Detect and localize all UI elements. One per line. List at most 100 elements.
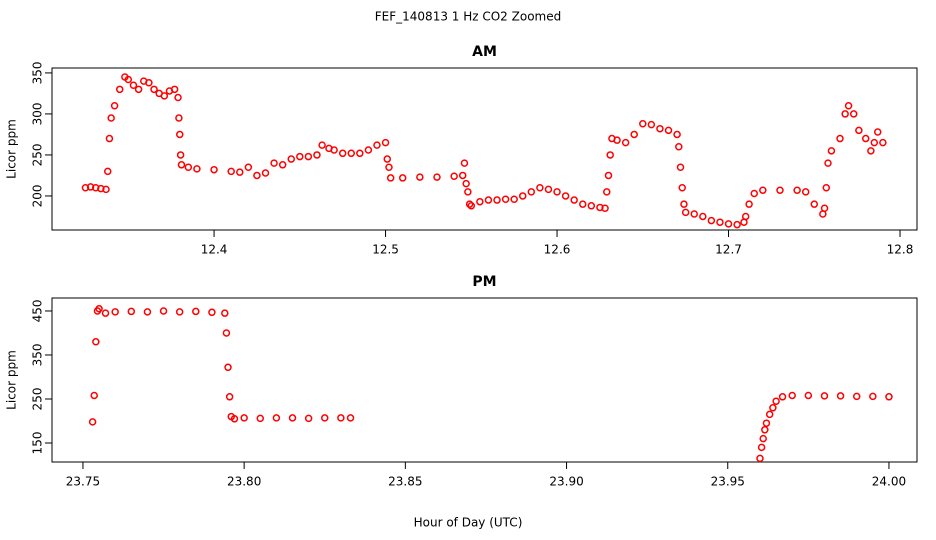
point (227, 167, 235, 176)
point (699, 212, 707, 221)
point (462, 179, 470, 188)
point (621, 138, 630, 147)
point (253, 171, 261, 180)
point (855, 126, 863, 135)
point (467, 202, 476, 210)
point (278, 161, 287, 169)
point (346, 414, 355, 422)
point (476, 197, 484, 206)
point (849, 110, 858, 118)
x-tick-label: 12.6 (544, 243, 571, 257)
point (244, 163, 253, 172)
point (458, 171, 467, 180)
point (160, 92, 169, 100)
x-tick-label: 23.90 (549, 475, 583, 489)
point (656, 124, 664, 133)
point (676, 163, 685, 172)
point (675, 142, 683, 151)
point (127, 307, 136, 316)
figure-title: FEF_140813 1 Hz CO2 Zoomed (375, 10, 561, 24)
point (587, 202, 596, 210)
point (386, 174, 395, 182)
point (145, 79, 153, 87)
y-axis-label: Licor ppm (5, 119, 19, 179)
y-tick-label: 350 (31, 344, 45, 367)
y-tick-label: 200 (31, 185, 45, 208)
point (95, 305, 103, 313)
y-axis-label: Licor ppm (5, 350, 19, 410)
point (318, 141, 326, 149)
y-tick-label: 350 (31, 61, 45, 84)
point (150, 85, 158, 94)
point (673, 130, 681, 139)
point (527, 188, 536, 196)
point (103, 167, 112, 176)
point (256, 414, 265, 423)
point (373, 141, 381, 149)
point (822, 184, 831, 192)
y-tick-label: 250 (31, 388, 45, 411)
point (678, 184, 686, 192)
point (304, 414, 313, 423)
point (224, 363, 232, 372)
x-tick-label: 23.80 (227, 475, 261, 489)
point (111, 308, 119, 316)
point (134, 85, 143, 94)
point (433, 173, 441, 181)
point (230, 415, 239, 423)
y-tick-label: 450 (31, 300, 45, 323)
point (733, 220, 741, 229)
point (304, 152, 313, 161)
point (270, 159, 278, 167)
point (750, 189, 759, 198)
point (873, 128, 882, 136)
x-tick-label: 23.85 (388, 475, 422, 489)
point (801, 188, 810, 196)
point (143, 308, 152, 316)
point (745, 200, 753, 208)
point (879, 138, 887, 147)
point (177, 161, 186, 169)
point (606, 151, 614, 159)
point (630, 130, 638, 139)
point (102, 185, 110, 194)
point (105, 134, 114, 143)
x-tick-label: 12.8 (887, 243, 914, 257)
point (81, 184, 90, 192)
point (776, 186, 784, 194)
point (385, 163, 393, 172)
point (90, 391, 98, 400)
point (313, 151, 321, 159)
point (518, 192, 527, 200)
point (193, 165, 201, 173)
point (639, 120, 647, 128)
point (603, 188, 611, 196)
point (820, 392, 829, 400)
point (92, 338, 100, 346)
point (761, 426, 769, 434)
point (86, 183, 95, 191)
x-tick-label: 12.4 (201, 243, 228, 257)
point (460, 159, 469, 167)
point (240, 414, 248, 422)
point (844, 101, 853, 110)
point (272, 414, 281, 422)
x-tick-label: 12.7 (715, 243, 742, 257)
point (664, 126, 673, 135)
point (765, 410, 774, 419)
point (381, 138, 390, 147)
y-tick-label: 300 (31, 102, 45, 125)
point (804, 391, 813, 400)
point (579, 200, 587, 208)
x-axis-label: Hour of Day (UTC) (414, 516, 523, 530)
point (356, 149, 364, 158)
plot-box (51, 297, 918, 463)
point (184, 163, 193, 172)
point (91, 184, 100, 192)
point (221, 309, 229, 317)
point (129, 81, 138, 89)
point (810, 200, 819, 208)
point (97, 184, 105, 193)
point (484, 196, 493, 204)
